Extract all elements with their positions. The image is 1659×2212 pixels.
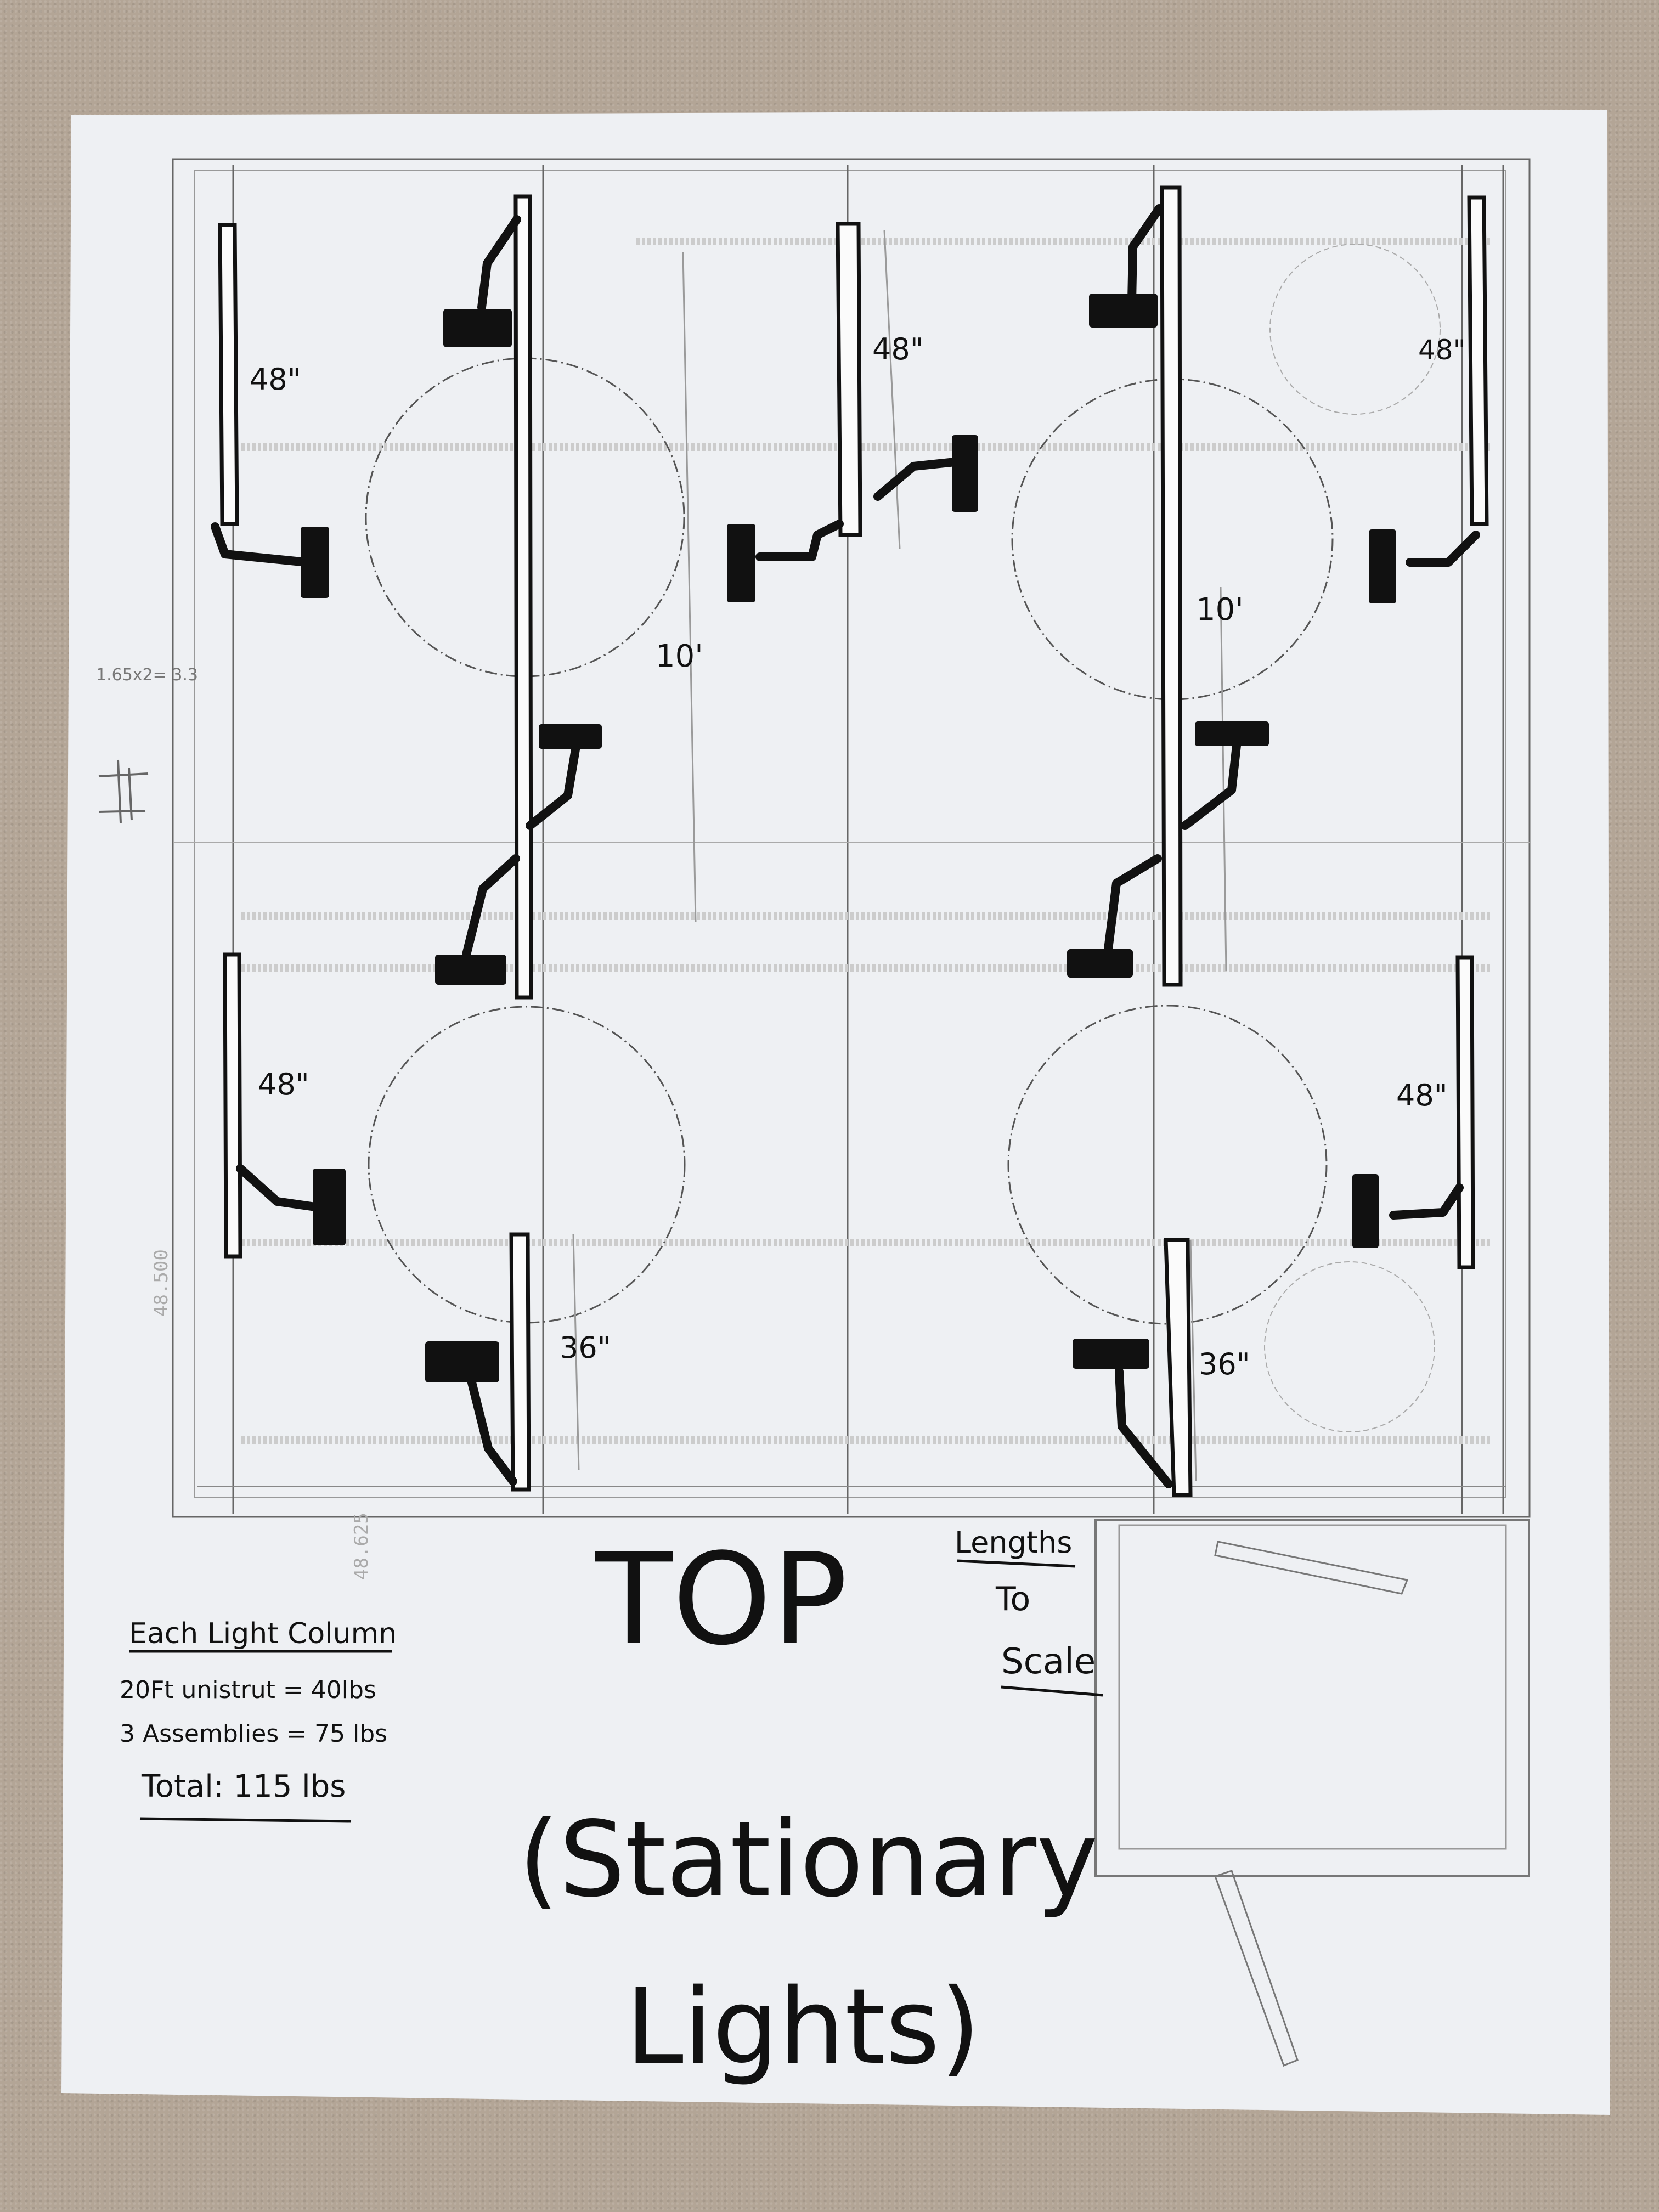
light-head xyxy=(1073,1339,1149,1369)
light-head xyxy=(425,1341,499,1383)
scale-note-line1: Lengths xyxy=(955,1525,1072,1560)
column-top-right xyxy=(1467,195,1489,526)
paper-sheet xyxy=(61,110,1610,2115)
scale-note: Lengths To Scale xyxy=(955,1525,1103,1697)
column-bottom-left xyxy=(223,952,242,1259)
light-head xyxy=(1352,1174,1379,1248)
light-head xyxy=(313,1169,346,1245)
scale-note-line2: To xyxy=(995,1580,1030,1618)
notes-total: Total: 115 lbs xyxy=(141,1769,346,1804)
printed-box xyxy=(1094,1519,1530,2067)
dimension-vertical: 48.500 xyxy=(150,1249,172,1317)
circle-small-top-right xyxy=(1269,244,1441,415)
notes-line2: 3 Assemblies = 75 lbs xyxy=(120,1720,387,1748)
length-labels: 48" 48" 48" 10' 10' 48" 48" 36" 36" xyxy=(250,332,1466,1381)
dimension-horizontal: 48.625 xyxy=(351,1513,373,1580)
unistrut-columns xyxy=(218,185,1489,1497)
label-bottom-right-column: 48" xyxy=(1396,1078,1448,1113)
side-scribble: 1.65x2= 3.3 xyxy=(96,665,198,685)
label-right-long-column: 10' xyxy=(1196,592,1244,628)
subtitle-line1: (Stationary xyxy=(518,1799,1098,1920)
label-top-middle-column: 48" xyxy=(872,332,924,366)
label-top-right-column: 48" xyxy=(1418,334,1466,366)
subtitle-line2: Lights) xyxy=(625,1966,980,2087)
circle-bottom-left xyxy=(368,1006,686,1324)
label-bottom-left-column: 48" xyxy=(258,1067,309,1102)
label-bottom-left-short: 36" xyxy=(560,1330,611,1365)
light-head xyxy=(727,524,755,602)
label-left-long-column: 10' xyxy=(656,639,703,674)
column-top-left xyxy=(218,223,239,526)
column-top-middle xyxy=(836,222,862,537)
light-head xyxy=(1089,294,1158,328)
light-arms xyxy=(211,204,1480,1488)
drawing-title: TOP xyxy=(595,1527,848,1673)
column-bottom-right-short xyxy=(1164,1238,1193,1497)
circle-bottom-right xyxy=(1007,1005,1328,1325)
column-bottom-left-short xyxy=(509,1232,531,1492)
light-head xyxy=(952,435,978,512)
scale-note-line3: Scale xyxy=(1001,1641,1096,1682)
pencil-lines xyxy=(572,230,1227,1482)
circle-small-bottom-right xyxy=(1264,1261,1435,1432)
notes-line1: 20Ft unistrut = 40lbs xyxy=(120,1676,376,1704)
notes-heading: Each Light Column xyxy=(129,1617,397,1650)
column-bottom-right xyxy=(1455,955,1475,1269)
light-head xyxy=(1067,949,1133,978)
light-head xyxy=(443,309,512,347)
label-bottom-right-short: 36" xyxy=(1199,1347,1250,1381)
light-head xyxy=(1369,529,1396,603)
label-top-left-column: 48" xyxy=(250,362,301,397)
column-right-long xyxy=(1160,185,1183,987)
side-sketch xyxy=(98,759,149,823)
light-head xyxy=(435,955,506,985)
weight-notes: Each Light Column 20Ft unistrut = 40lbs … xyxy=(120,1617,397,1823)
light-head xyxy=(301,527,329,598)
light-heads xyxy=(301,294,1396,1383)
strut-bands xyxy=(241,238,1492,1444)
light-head xyxy=(539,724,602,749)
column-left-long xyxy=(514,194,533,1000)
light-head xyxy=(1195,721,1269,746)
